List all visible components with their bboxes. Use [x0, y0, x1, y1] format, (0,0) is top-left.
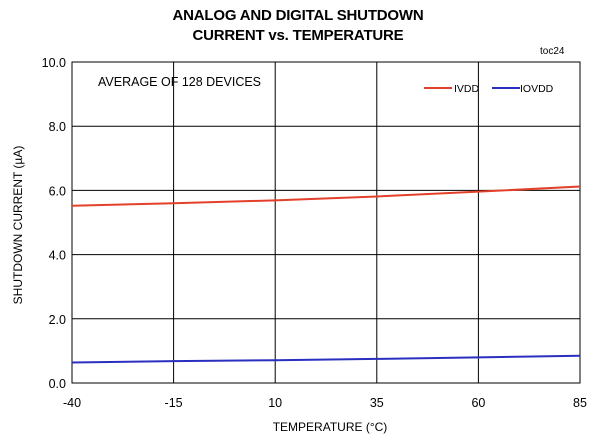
y-tick-label: 10.0	[42, 56, 66, 70]
legend-label-ivdd: IVDD	[454, 83, 480, 95]
y-tick-label: 6.0	[49, 184, 66, 198]
y-tick-label: 0.0	[49, 377, 66, 391]
chart-title-line-2: CURRENT vs. TEMPERATURE	[192, 27, 404, 44]
legend-label-iovdd: IOVDD	[520, 83, 554, 95]
y-tick-label: 2.0	[49, 313, 66, 327]
x-tick-label: 35	[370, 396, 384, 410]
x-tick-label: 10	[268, 396, 282, 410]
legend: IVDD IOVDD	[424, 83, 554, 95]
annotation-text: AVERAGE OF 128 DEVICES	[98, 75, 261, 89]
x-tick-label: -40	[63, 396, 81, 410]
series-line-ivdd	[71, 185, 581, 207]
series-line-iovdd	[71, 354, 581, 364]
plot-frame	[71, 61, 581, 384]
series-lines	[71, 185, 581, 364]
chart-title-line-1: ANALOG AND DIGITAL SHUTDOWN	[172, 7, 424, 24]
y-tick-label: 4.0	[49, 249, 66, 263]
y-tick-label: 8.0	[49, 120, 66, 134]
x-tick-label: -15	[165, 396, 183, 410]
grid-lines	[71, 61, 581, 384]
tick-labels: -40 -15 10 35 60 85 0.0 2.0 4.0 6.0 8.0 10.0	[42, 56, 587, 410]
x-tick-label: 85	[573, 396, 587, 410]
x-axis-label: TEMPERATURE (°C)	[272, 420, 388, 434]
x-tick-label: 60	[471, 396, 485, 410]
figure-id: toc24	[540, 46, 565, 57]
